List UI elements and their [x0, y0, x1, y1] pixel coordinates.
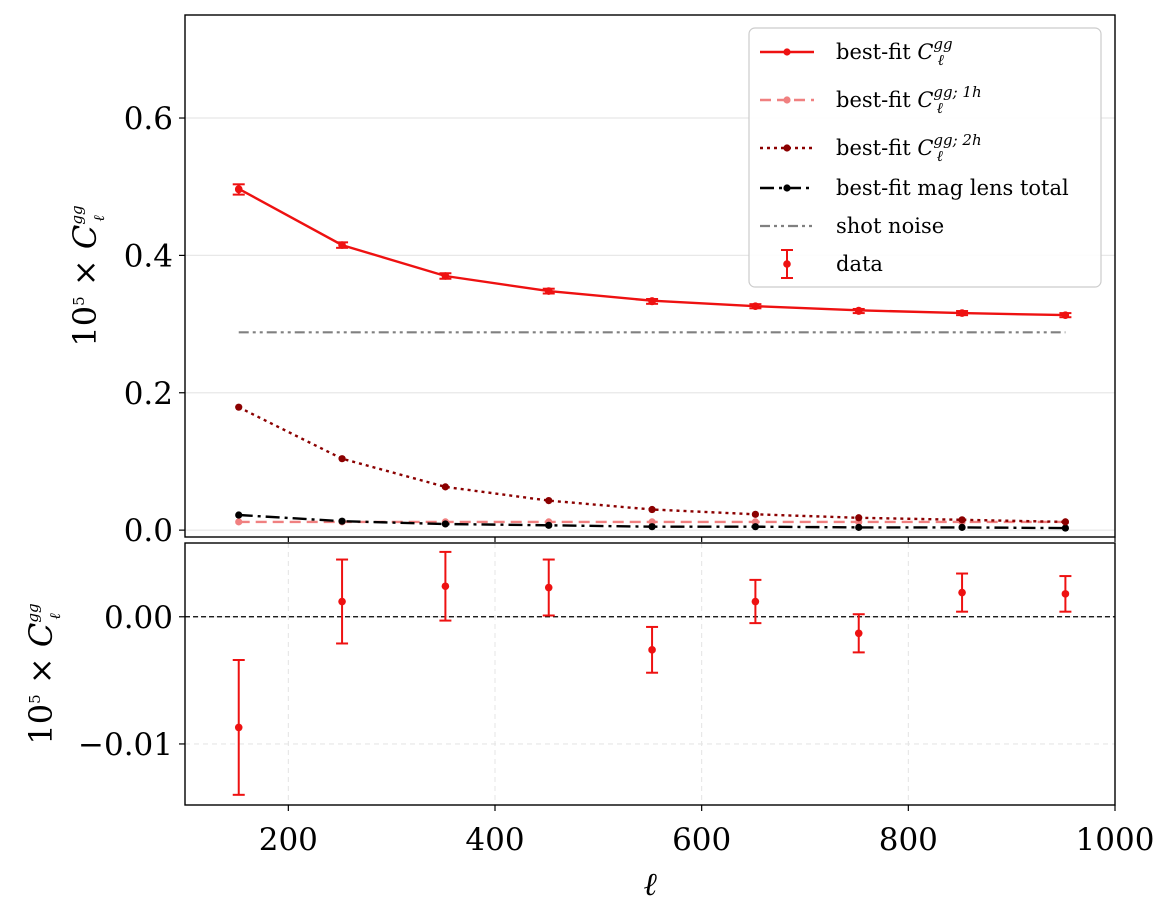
series-point-mag_lens [1061, 524, 1069, 532]
series-point-two_halo [1061, 518, 1069, 526]
legend-label-two_halo: best-fit Cgg; 2h ℓ [836, 131, 982, 165]
top-axes-frame [184, 14, 1116, 538]
residual-point [441, 582, 450, 591]
residual-point [338, 597, 346, 606]
ylabel-prefix: 10 [66, 306, 104, 347]
top-ytick-label: 0.4 [124, 238, 173, 274]
data-point [1061, 311, 1070, 319]
bottom-xtick-label: 1000 [1076, 822, 1155, 858]
ylabel-superscript: gg [24, 603, 42, 622]
bottom-axes-frame [184, 542, 1116, 806]
data-point [648, 297, 656, 306]
residual-point [648, 646, 656, 654]
ylabel-exponent: 5 [70, 296, 88, 306]
series-point-mag_lens [441, 520, 449, 528]
series-point-two_halo [545, 496, 553, 505]
legend-superscript: gg [933, 35, 952, 53]
residual-point [234, 723, 243, 732]
legend-box [748, 27, 1102, 288]
bottom-xtick-label: 800 [879, 822, 938, 858]
bottom-ytick-label: −0.01 [78, 727, 173, 763]
ylabel-symbol: C [22, 623, 60, 647]
series-point-mag_lens [648, 523, 656, 531]
ylabel-times: × [22, 647, 60, 694]
data-point [751, 302, 760, 311]
legend-label-shot-noise: shot noise [836, 214, 944, 238]
data-point [338, 241, 346, 249]
residual-point [958, 588, 966, 597]
series-point-two_halo [441, 483, 449, 491]
top-data-layer [232, 183, 1072, 532]
legend-marker-two_halo [783, 144, 791, 152]
data-point [958, 309, 966, 317]
series-point-two_halo [958, 516, 966, 524]
legend-symbol: C [917, 88, 933, 112]
bottom-xtick-label: 600 [672, 822, 731, 858]
top-ytick-label: 0.2 [124, 376, 173, 412]
bottom-xtick-label: 200 [259, 822, 318, 858]
legend-superscript: gg; 2h [933, 131, 981, 149]
series-point-mag_lens [958, 523, 966, 531]
series-point-mag_lens [338, 517, 346, 525]
series-point-two_halo [751, 510, 760, 518]
residual-point [544, 583, 553, 592]
series-point-two_halo [855, 514, 863, 522]
series-point-mag_lens [545, 521, 553, 529]
legend-marker-mag_lens [783, 184, 791, 192]
ylabel-prefix: 10 [22, 704, 60, 745]
series-point-two_halo [338, 455, 346, 463]
series-point-mag_lens [235, 511, 243, 519]
data-point [854, 307, 863, 315]
legend-marker-data [783, 260, 791, 268]
ylabel-times: × [66, 249, 104, 296]
legend-marker-one_halo [783, 96, 791, 104]
legend-text-part: best-fit [836, 88, 917, 112]
data-point [441, 272, 450, 280]
legend-label-mag_lens: best-fit mag lens total [836, 176, 1069, 200]
x-axis-label: ℓ [643, 865, 657, 903]
ylabel-exponent: 5 [26, 694, 44, 704]
legend-label-total: best-fit Cgg ℓ [836, 35, 953, 69]
legend-marker-total [783, 48, 791, 56]
bottom-ytick-label: 0.00 [104, 600, 173, 636]
series-point-one_halo [235, 518, 243, 526]
series-point-mag_lens [751, 523, 760, 531]
top-ytick-label: 0.6 [124, 101, 173, 137]
data-point [234, 185, 243, 194]
series-point-mag_lens [855, 523, 863, 531]
legend-superscript: gg; 1h [933, 83, 981, 101]
legend-subscript: ℓ [938, 51, 944, 69]
legend-text-part: best-fit [836, 40, 917, 64]
top-ylabel: 105 × Cgg ℓ [66, 205, 108, 346]
series-point-two_halo [648, 505, 656, 514]
residual-point [1061, 590, 1070, 598]
legend-label-data: data [836, 252, 883, 276]
legend-symbol: C [917, 136, 933, 160]
ylabel-subscript: ℓ [90, 215, 108, 221]
legend-subscript: ℓ [937, 147, 943, 165]
series-point-two_halo [235, 403, 243, 411]
legend-text-part: best-fit mag lens total [836, 176, 1069, 200]
legend-subscript: ℓ [937, 99, 943, 117]
ylabel-subscript: ℓ [46, 613, 64, 619]
bottom-xtick-label: 400 [465, 822, 524, 858]
legend-text-part: best-fit [836, 136, 917, 160]
data-point [544, 287, 553, 295]
legend-symbol: C [917, 40, 933, 64]
residual-point [854, 629, 863, 638]
bottom-ylabel: 105 × Cgg ℓ [22, 603, 64, 744]
ylabel-symbol: C [66, 225, 104, 249]
top-ytick-label: 0.0 [124, 513, 173, 549]
legend-label-one_halo: best-fit Cgg; 1h ℓ [836, 83, 982, 117]
ylabel-superscript: gg [68, 205, 86, 224]
residual-point [751, 597, 760, 606]
